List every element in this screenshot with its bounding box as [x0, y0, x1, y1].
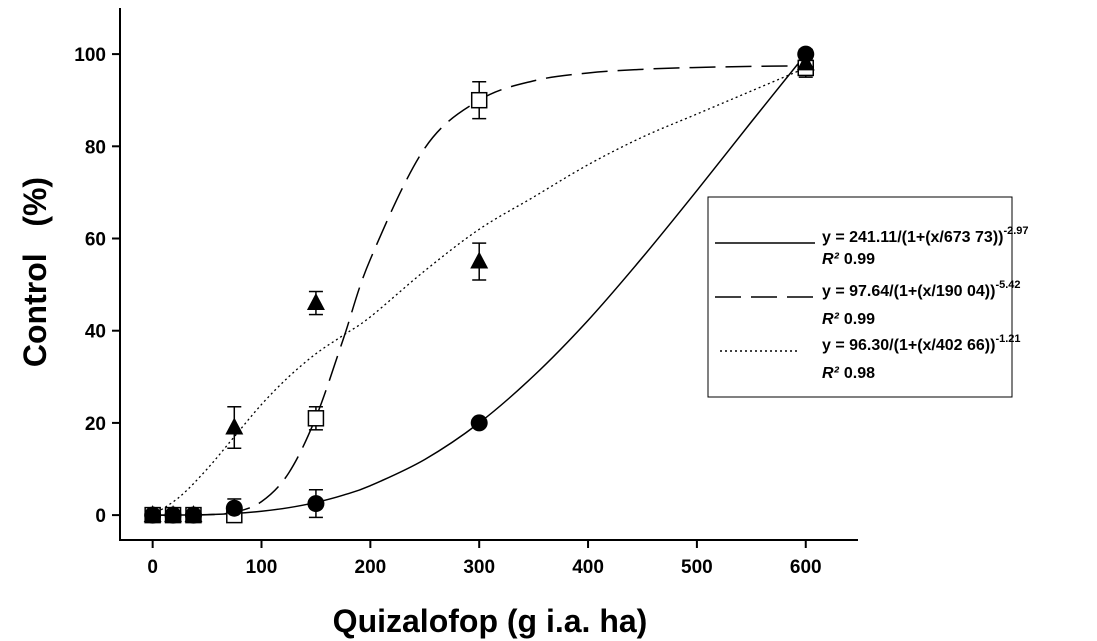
x-tick-label: 100 [246, 557, 278, 578]
x-tick-label: 400 [572, 557, 604, 578]
x-tick-label: 0 [147, 557, 158, 578]
point [470, 251, 489, 269]
legend-r2: R² 0.99 [822, 311, 875, 328]
legend-equation: y = 241.11/(1+(x/673 73))-2.97 [822, 225, 1029, 246]
exponent: -1.21 [995, 333, 1020, 345]
point [225, 499, 243, 517]
legend-equation: y = 96.30/(1+(x/402 66))-1.21 [822, 333, 1021, 354]
y-tick-label: 100 [74, 45, 106, 66]
point [307, 410, 325, 427]
r2-label: R² [822, 365, 840, 382]
point [470, 414, 488, 432]
r2-value: 0.99 [844, 251, 875, 268]
y-tick-label: 0 [95, 506, 106, 527]
point [164, 506, 182, 524]
y-tick-label: 20 [85, 414, 106, 435]
y-tick-label: 60 [85, 230, 106, 251]
exponent: -5.42 [995, 279, 1020, 291]
x-tick-label: 600 [790, 557, 822, 578]
legend-equation: y = 97.64/(1+(x/190 04))-5.42 [822, 279, 1021, 300]
x-axis-title: Quizalofop (g i.a. ha) [333, 603, 648, 639]
point [797, 45, 815, 63]
x-tick-label: 500 [681, 557, 713, 578]
r2-label: R² [822, 311, 840, 328]
y-tick-label: 40 [85, 322, 106, 343]
equation: y = 241.11/(1+(x/673 73)) [822, 229, 1003, 246]
equation: y = 97.64/(1+(x/190 04)) [822, 283, 995, 300]
r2-value: 0.98 [844, 365, 875, 382]
r2-label: R² [822, 251, 840, 268]
exponent: -2.97 [1003, 225, 1028, 237]
point [144, 506, 162, 524]
legend-r2: R² 0.99 [822, 251, 875, 268]
fit-curve [152, 67, 807, 516]
r2-value: 0.99 [844, 311, 875, 328]
y-axis-title: Control (%) [17, 177, 53, 367]
x-tick-label: 300 [463, 557, 495, 578]
equation: y = 96.30/(1+(x/402 66)) [822, 337, 995, 354]
point [225, 417, 244, 435]
point [184, 506, 202, 524]
x-tick-label: 200 [355, 557, 387, 578]
point [306, 293, 325, 311]
legend-r2: R² 0.98 [822, 365, 875, 382]
y-tick-label: 80 [85, 137, 106, 158]
point [307, 495, 325, 513]
point [470, 91, 488, 109]
